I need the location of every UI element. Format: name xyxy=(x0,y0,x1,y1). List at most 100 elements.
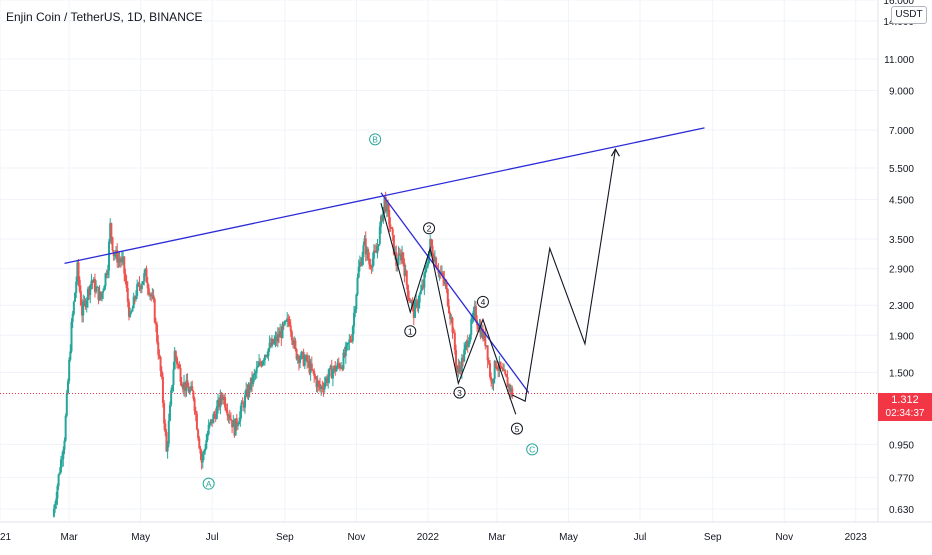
candle-body xyxy=(251,377,254,384)
candle-body xyxy=(187,387,190,393)
time-tick-label: May xyxy=(131,532,150,543)
candle-body xyxy=(338,364,341,369)
price-tick-label: 1.900 xyxy=(889,331,914,342)
candle-body xyxy=(171,385,174,391)
candle-body xyxy=(331,370,334,379)
candle-body xyxy=(118,258,121,261)
candle-body xyxy=(190,386,193,390)
candle-body xyxy=(183,382,186,390)
candle-body xyxy=(199,448,202,454)
candle-body xyxy=(174,351,177,358)
candle-body xyxy=(157,341,160,355)
candle-body xyxy=(490,377,493,382)
candle-body xyxy=(362,245,365,258)
candle-body xyxy=(446,289,449,306)
candle-body xyxy=(303,359,306,366)
candle-body xyxy=(130,311,133,313)
candle-body xyxy=(286,318,289,321)
candle-body xyxy=(317,381,320,384)
candle-body xyxy=(294,340,297,350)
candle-body xyxy=(337,362,340,365)
candle-body xyxy=(214,414,217,419)
price-tick-label: 9.000 xyxy=(889,87,914,98)
candle-body xyxy=(450,318,453,320)
candle-body xyxy=(279,331,282,338)
candle-body xyxy=(295,349,298,360)
candle-body xyxy=(126,287,129,302)
candle-body xyxy=(360,261,363,266)
candle-body xyxy=(166,443,169,452)
candle-body xyxy=(351,326,354,342)
candle-body xyxy=(246,389,249,398)
candle-body xyxy=(397,253,400,265)
candle-body xyxy=(430,239,433,247)
candle-body xyxy=(259,361,262,364)
wave-label-A: A xyxy=(206,479,212,489)
candle-body xyxy=(285,320,288,322)
candle-body xyxy=(185,380,188,391)
candle-body xyxy=(507,384,510,388)
candle-body xyxy=(310,363,313,370)
candle-body xyxy=(452,332,455,334)
chart-title: Enjin Coin / TetherUS, 1D, BINANCE xyxy=(6,10,203,24)
wave-label-4-circle xyxy=(476,295,489,308)
candle-body xyxy=(374,250,377,252)
candle-body xyxy=(376,246,379,254)
candle-body xyxy=(398,253,401,255)
candle-body xyxy=(477,325,480,330)
candle-body xyxy=(354,309,357,313)
candle-body xyxy=(342,352,345,370)
candle-body xyxy=(269,342,272,347)
candle-body xyxy=(449,313,452,320)
candle-body xyxy=(343,352,346,356)
candle-body xyxy=(63,440,66,450)
candle-body xyxy=(181,386,184,390)
candle-body xyxy=(326,378,329,383)
candle-body xyxy=(370,266,373,268)
candle-body xyxy=(466,340,469,347)
candle-body xyxy=(140,284,143,290)
candle-body xyxy=(402,252,405,263)
candle-body xyxy=(403,262,406,276)
candle-body xyxy=(462,358,465,362)
candle-body xyxy=(147,288,150,295)
price-tick-label: 16.000 xyxy=(883,0,914,7)
candle-body xyxy=(83,300,86,302)
price-tick-label: 5.500 xyxy=(889,164,914,175)
candle-body xyxy=(493,361,496,379)
candle-body xyxy=(390,227,393,229)
candle-body xyxy=(95,287,98,292)
candle-body xyxy=(142,281,145,285)
candle-body xyxy=(184,382,187,391)
candle-body xyxy=(99,291,102,299)
candle-body xyxy=(418,293,421,303)
candle-body xyxy=(424,268,427,274)
candle-body xyxy=(97,286,100,300)
candle-body xyxy=(71,314,74,322)
candle-body xyxy=(66,381,69,394)
candle-body xyxy=(311,369,314,371)
candle-body xyxy=(65,393,68,416)
candle-body xyxy=(219,394,222,408)
candle-body xyxy=(195,413,198,430)
time-tick-label: Nov xyxy=(775,532,793,543)
candle-body xyxy=(349,339,352,341)
price-tick-label: 0.770 xyxy=(889,473,914,484)
candle-body xyxy=(105,273,108,275)
candle-body xyxy=(422,285,425,288)
candle-body xyxy=(333,365,336,371)
candle-body xyxy=(247,384,250,398)
candle-body xyxy=(229,418,232,420)
candle-body xyxy=(117,258,120,263)
wave-label-1: 1 xyxy=(408,326,413,336)
candle-body xyxy=(234,418,237,436)
candle-body xyxy=(410,301,413,304)
last-price-badge: 1.312 02:34:37 xyxy=(878,393,932,421)
candle-body xyxy=(270,339,273,347)
candle-body xyxy=(417,302,420,308)
candle-body xyxy=(314,375,317,379)
currency-unit-button[interactable]: USDT xyxy=(891,6,927,24)
time-tick-label: May xyxy=(559,532,578,543)
